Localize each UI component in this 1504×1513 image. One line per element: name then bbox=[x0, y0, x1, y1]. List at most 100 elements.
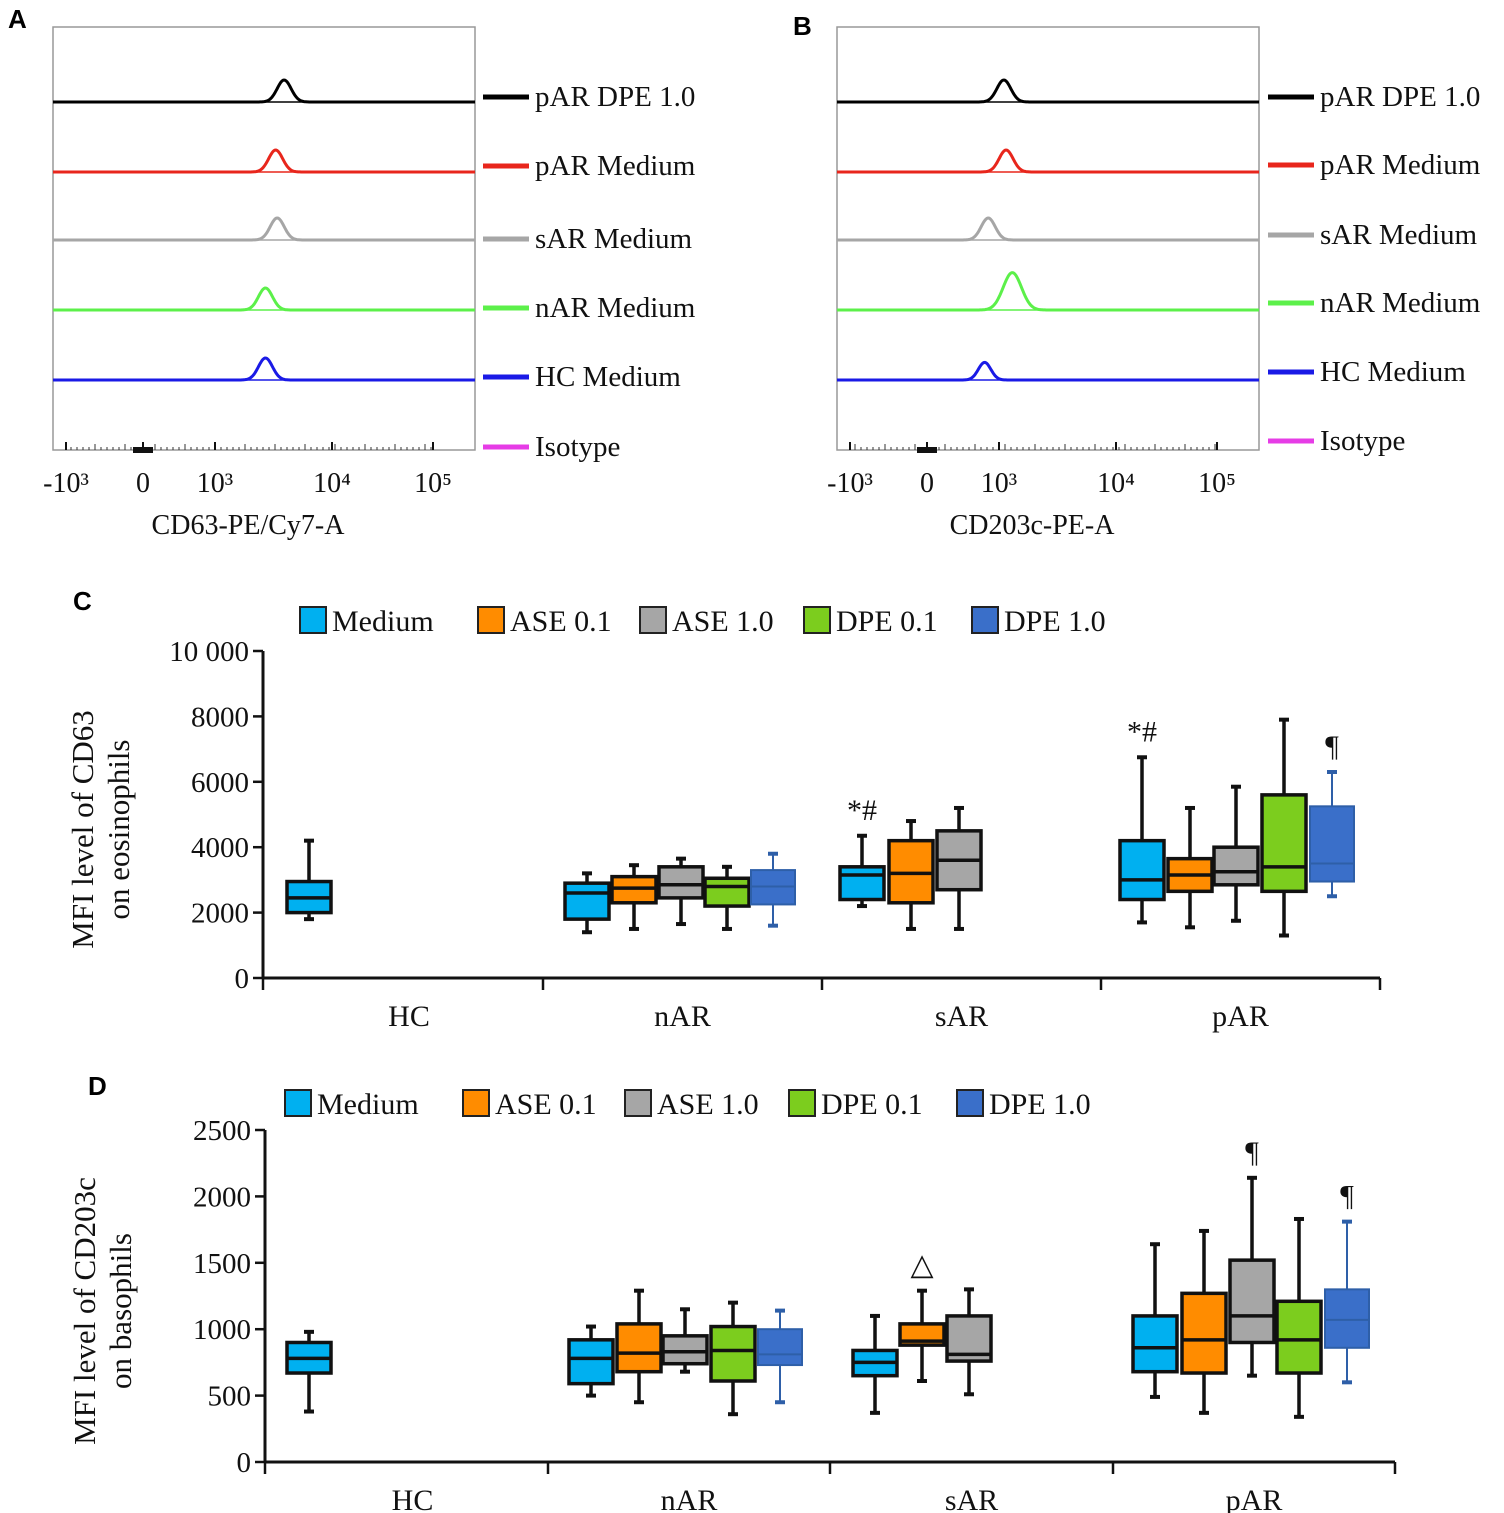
x-tick-label: 0 bbox=[920, 468, 934, 499]
box-par-ase10: ¶ bbox=[1228, 1136, 1276, 1378]
box-iqr bbox=[567, 1338, 615, 1386]
box-iqr bbox=[1275, 1299, 1323, 1375]
x-axis-label: CD203c-PE-A bbox=[950, 510, 1116, 541]
x-tick-label: 10³ bbox=[197, 468, 233, 499]
box-nar-medium bbox=[563, 871, 611, 935]
histogram-panel-a: pAR DPE 1.0 pAR Medium sAR Medium nAR Mediu… bbox=[43, 26, 696, 541]
histogram-curve bbox=[837, 148, 1259, 174]
legend-label: ASE 0.1 bbox=[510, 605, 612, 638]
legend-label: Medium bbox=[332, 605, 434, 638]
box-nar-medium bbox=[567, 1324, 615, 1398]
box-iqr bbox=[703, 876, 751, 908]
x-tick-label: -10³ bbox=[43, 468, 89, 499]
x-category-label: HC bbox=[388, 1000, 430, 1033]
box-par-dpe10: ¶ bbox=[1324, 1180, 1370, 1385]
box-par-medium: *# bbox=[1118, 715, 1166, 925]
significance-annotation: ¶ bbox=[1245, 1136, 1259, 1169]
x-tick-label: 10⁵ bbox=[1198, 468, 1236, 499]
legend-swatch bbox=[299, 606, 327, 634]
box-par-medium bbox=[1131, 1242, 1179, 1399]
box-iqr bbox=[1131, 1314, 1179, 1374]
significance-annotation: △ bbox=[910, 1249, 933, 1282]
histogram-curve bbox=[837, 78, 1259, 104]
legend-label: ASE 1.0 bbox=[657, 1088, 759, 1121]
significance-annotation: *# bbox=[1127, 715, 1157, 748]
x-category-label: pAR bbox=[1226, 1484, 1283, 1513]
box-iqr bbox=[838, 865, 886, 902]
box-iqr bbox=[709, 1324, 757, 1383]
histogram-curve bbox=[53, 286, 475, 312]
legend-swatch bbox=[803, 606, 831, 634]
histogram-curve bbox=[837, 271, 1259, 312]
y-tick-label: 4000 bbox=[191, 832, 249, 864]
legend-label: HC Medium bbox=[1320, 356, 1466, 388]
legend-swatch bbox=[477, 606, 505, 634]
box-iqr bbox=[1180, 1291, 1228, 1375]
legend-swatch bbox=[639, 606, 667, 634]
box-par-dpe01 bbox=[1275, 1216, 1323, 1419]
x-tick-label: 10⁴ bbox=[1097, 468, 1135, 499]
box-par-dpe01 bbox=[1260, 717, 1308, 938]
y-tick-label: 0 bbox=[235, 963, 250, 995]
y-tick-label: 6000 bbox=[191, 767, 249, 799]
box-par-dpe10: ¶ bbox=[1309, 730, 1355, 899]
legend-label: pAR Medium bbox=[1320, 149, 1481, 181]
x-tick-label: -10³ bbox=[827, 468, 873, 499]
y-axis-label: MFI level of CD63on eosinophils bbox=[65, 710, 136, 949]
legend-swatch bbox=[788, 1089, 816, 1117]
box-iqr bbox=[1228, 1258, 1276, 1345]
box-nar-ase10 bbox=[657, 856, 705, 927]
x-category-label: nAR bbox=[661, 1484, 718, 1513]
box-sar-ase01 bbox=[887, 819, 935, 931]
legend-label: pAR DPE 1.0 bbox=[1320, 81, 1480, 113]
legend-label: sAR Medium bbox=[535, 223, 693, 255]
box-hc-medium bbox=[285, 1329, 333, 1414]
box-iqr bbox=[657, 865, 705, 900]
y-tick-label: 2000 bbox=[191, 898, 249, 930]
box-sar-ase10 bbox=[945, 1287, 993, 1397]
legend-label: nAR Medium bbox=[535, 292, 696, 324]
histogram-curve bbox=[837, 216, 1259, 242]
y-tick-label: 1000 bbox=[193, 1314, 251, 1346]
x-axis-label: CD63-PE/Cy7-A bbox=[152, 510, 346, 541]
y-tick-label: 1500 bbox=[193, 1248, 251, 1280]
legend-label: ASE 0.1 bbox=[495, 1088, 597, 1121]
box-sar-medium bbox=[851, 1313, 899, 1415]
boxplot-panel-d: Medium ASE 0.1 ASE 1.0 DPE 0.1 DPE 1.0 0 500 10… bbox=[67, 1088, 1397, 1513]
x-tick-label: 10⁴ bbox=[313, 468, 351, 499]
histogram-curve bbox=[53, 216, 475, 242]
histogram-panel-b: pAR DPE 1.0 pAR Medium sAR Medium nAR Mediu… bbox=[827, 26, 1481, 541]
box-iqr bbox=[661, 1334, 709, 1366]
legend-swatch bbox=[971, 606, 999, 634]
box-nar-dpe10 bbox=[757, 1308, 803, 1405]
box-nar-ase01 bbox=[615, 1288, 663, 1405]
y-axis-label-line: MFI level of CD203c bbox=[67, 1177, 102, 1445]
y-axis-label-line: MFI level of CD63 bbox=[65, 710, 100, 949]
significance-annotation: ¶ bbox=[1340, 1180, 1354, 1213]
panel-label-a: A bbox=[8, 4, 27, 34]
box-par-ase01 bbox=[1180, 1228, 1228, 1415]
box-par-ase10 bbox=[1212, 784, 1260, 923]
legend-label: Isotype bbox=[1320, 425, 1405, 457]
box-iqr bbox=[1260, 793, 1308, 894]
x-category-label: sAR bbox=[945, 1484, 998, 1513]
box-nar-dpe01 bbox=[703, 864, 751, 931]
histogram-curve bbox=[53, 356, 475, 382]
y-axis-label-line: on basophils bbox=[103, 1233, 138, 1389]
legend-label: sAR Medium bbox=[1320, 219, 1478, 251]
legend-label: Medium bbox=[317, 1088, 419, 1121]
y-tick-label: 500 bbox=[208, 1381, 252, 1413]
legend-label: DPE 0.1 bbox=[836, 605, 938, 638]
legend-label: pAR Medium bbox=[535, 150, 696, 182]
legend-label: pAR DPE 1.0 bbox=[535, 81, 695, 113]
box-iqr bbox=[615, 1322, 663, 1374]
x-tick-label: 10⁵ bbox=[414, 468, 452, 499]
box-sar-ase10 bbox=[935, 805, 983, 931]
y-tick-label: 0 bbox=[237, 1447, 252, 1479]
y-tick-label: 8000 bbox=[191, 701, 249, 733]
legend-swatch bbox=[956, 1089, 984, 1117]
x-tick-label: 0 bbox=[136, 468, 150, 499]
legend-label: ASE 1.0 bbox=[672, 605, 774, 638]
